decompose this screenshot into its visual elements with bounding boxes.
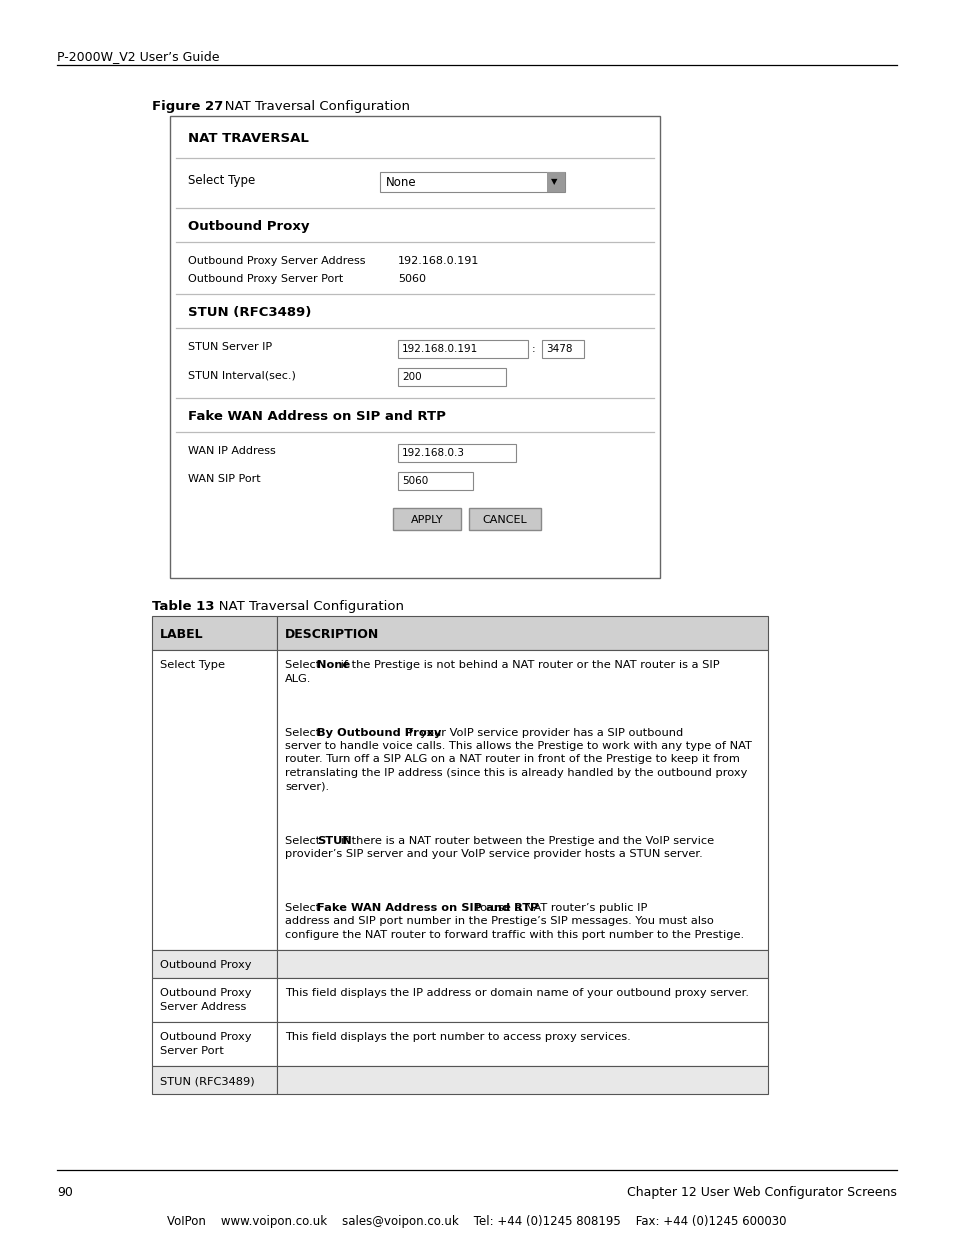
Bar bbox=[152, 616, 276, 650]
Text: Outbound Proxy: Outbound Proxy bbox=[160, 1032, 252, 1042]
Text: Select Type: Select Type bbox=[188, 174, 255, 186]
Text: WAN IP Address: WAN IP Address bbox=[188, 446, 275, 456]
Text: server).: server). bbox=[285, 782, 329, 792]
Text: Select: Select bbox=[285, 659, 323, 671]
Bar bbox=[546, 172, 564, 191]
Text: STUN (RFC3489): STUN (RFC3489) bbox=[188, 306, 311, 319]
Text: Select: Select bbox=[285, 903, 323, 913]
Text: STUN: STUN bbox=[317, 836, 352, 846]
Text: NAT Traversal Configuration: NAT Traversal Configuration bbox=[212, 100, 410, 112]
Text: NAT Traversal Configuration: NAT Traversal Configuration bbox=[206, 600, 403, 613]
Text: STUN (RFC3489): STUN (RFC3489) bbox=[160, 1076, 254, 1086]
Text: By Outbound Proxy: By Outbound Proxy bbox=[317, 727, 441, 737]
Text: Select: Select bbox=[285, 836, 323, 846]
Text: DESCRIPTION: DESCRIPTION bbox=[285, 629, 379, 641]
Text: VoIPon    www.voipon.co.uk    sales@voipon.co.uk    Tel: +44 (0)1245 808195    F: VoIPon www.voipon.co.uk sales@voipon.co.… bbox=[167, 1215, 786, 1228]
Text: Outbound Proxy: Outbound Proxy bbox=[160, 988, 252, 998]
Bar bbox=[152, 1066, 276, 1094]
Text: Server Port: Server Port bbox=[160, 1046, 224, 1056]
Text: STUN Interval(sec.): STUN Interval(sec.) bbox=[188, 370, 295, 380]
Text: Select: Select bbox=[285, 727, 323, 737]
Bar bbox=[397, 445, 516, 462]
Text: Outbound Proxy Server Address: Outbound Proxy Server Address bbox=[188, 256, 365, 266]
Bar bbox=[393, 508, 460, 530]
Text: Outbound Proxy: Outbound Proxy bbox=[188, 220, 309, 233]
Bar bbox=[276, 1023, 767, 1066]
Text: if there is a NAT router between the Prestige and the VoIP service: if there is a NAT router between the Pre… bbox=[337, 836, 714, 846]
Bar bbox=[379, 172, 564, 191]
Text: provider’s SIP server and your VoIP service provider hosts a STUN server.: provider’s SIP server and your VoIP serv… bbox=[285, 848, 702, 860]
Text: if  your VoIP service provider has a SIP outbound: if your VoIP service provider has a SIP … bbox=[402, 727, 683, 737]
Text: address and SIP port number in the Prestige’s SIP messages. You must also: address and SIP port number in the Prest… bbox=[285, 916, 713, 926]
Text: 90: 90 bbox=[57, 1186, 72, 1199]
Text: LABEL: LABEL bbox=[160, 629, 203, 641]
Text: 3478: 3478 bbox=[545, 345, 572, 354]
Text: Fake WAN Address on SIP and RTP: Fake WAN Address on SIP and RTP bbox=[317, 903, 538, 913]
Bar bbox=[541, 340, 583, 358]
Bar bbox=[152, 950, 276, 978]
Text: Outbound Proxy: Outbound Proxy bbox=[160, 960, 252, 969]
Text: 192.168.0.191: 192.168.0.191 bbox=[397, 256, 478, 266]
Bar bbox=[170, 116, 659, 578]
Text: 192.168.0.191: 192.168.0.191 bbox=[401, 345, 477, 354]
Text: if the Prestige is not behind a NAT router or the NAT router is a SIP: if the Prestige is not behind a NAT rout… bbox=[337, 659, 720, 671]
Text: WAN SIP Port: WAN SIP Port bbox=[188, 474, 260, 484]
Text: 5060: 5060 bbox=[401, 475, 428, 487]
Text: Fake WAN Address on SIP and RTP: Fake WAN Address on SIP and RTP bbox=[188, 410, 445, 424]
Text: APPLY: APPLY bbox=[410, 515, 443, 525]
Bar bbox=[276, 616, 767, 650]
Bar bbox=[397, 472, 473, 490]
Text: This field displays the port number to access proxy services.: This field displays the port number to a… bbox=[285, 1032, 630, 1042]
Text: server to handle voice calls. This allows the Prestige to work with any type of : server to handle voice calls. This allow… bbox=[285, 741, 751, 751]
Text: Select Type: Select Type bbox=[160, 659, 225, 671]
Bar bbox=[152, 650, 276, 950]
Text: Outbound Proxy Server Port: Outbound Proxy Server Port bbox=[188, 274, 343, 284]
Text: configure the NAT router to forward traffic with this port number to the Prestig: configure the NAT router to forward traf… bbox=[285, 930, 743, 940]
Bar bbox=[397, 340, 527, 358]
Text: ▼: ▼ bbox=[551, 177, 557, 186]
Text: This field displays the IP address or domain name of your outbound proxy server.: This field displays the IP address or do… bbox=[285, 988, 748, 998]
Bar bbox=[276, 1066, 767, 1094]
Bar bbox=[397, 368, 505, 387]
Bar bbox=[152, 978, 276, 1023]
Text: 5060: 5060 bbox=[397, 274, 426, 284]
Text: Server Address: Server Address bbox=[160, 1002, 246, 1011]
Text: 200: 200 bbox=[401, 372, 421, 382]
Bar bbox=[469, 508, 540, 530]
Text: Chapter 12 User Web Configurator Screens: Chapter 12 User Web Configurator Screens bbox=[626, 1186, 896, 1199]
Text: NAT TRAVERSAL: NAT TRAVERSAL bbox=[188, 132, 309, 144]
Text: Figure 27: Figure 27 bbox=[152, 100, 223, 112]
Bar bbox=[276, 950, 767, 978]
Text: retranslating the IP address (since this is already handled by the outbound prox: retranslating the IP address (since this… bbox=[285, 768, 746, 778]
Text: Table 13: Table 13 bbox=[152, 600, 214, 613]
Text: 192.168.0.3: 192.168.0.3 bbox=[401, 448, 464, 458]
Bar bbox=[276, 978, 767, 1023]
Text: to use a NAT router’s public IP: to use a NAT router’s public IP bbox=[472, 903, 647, 913]
Text: CANCEL: CANCEL bbox=[482, 515, 527, 525]
Text: ALG.: ALG. bbox=[285, 673, 311, 683]
Text: STUN Server IP: STUN Server IP bbox=[188, 342, 272, 352]
Text: P-2000W_V2 User’s Guide: P-2000W_V2 User’s Guide bbox=[57, 49, 219, 63]
Text: None: None bbox=[386, 177, 416, 189]
Text: router. Turn off a SIP ALG on a NAT router in front of the Prestige to keep it f: router. Turn off a SIP ALG on a NAT rout… bbox=[285, 755, 740, 764]
Bar bbox=[152, 1023, 276, 1066]
Bar bbox=[276, 650, 767, 950]
Text: None: None bbox=[317, 659, 351, 671]
Text: :: : bbox=[532, 345, 535, 354]
